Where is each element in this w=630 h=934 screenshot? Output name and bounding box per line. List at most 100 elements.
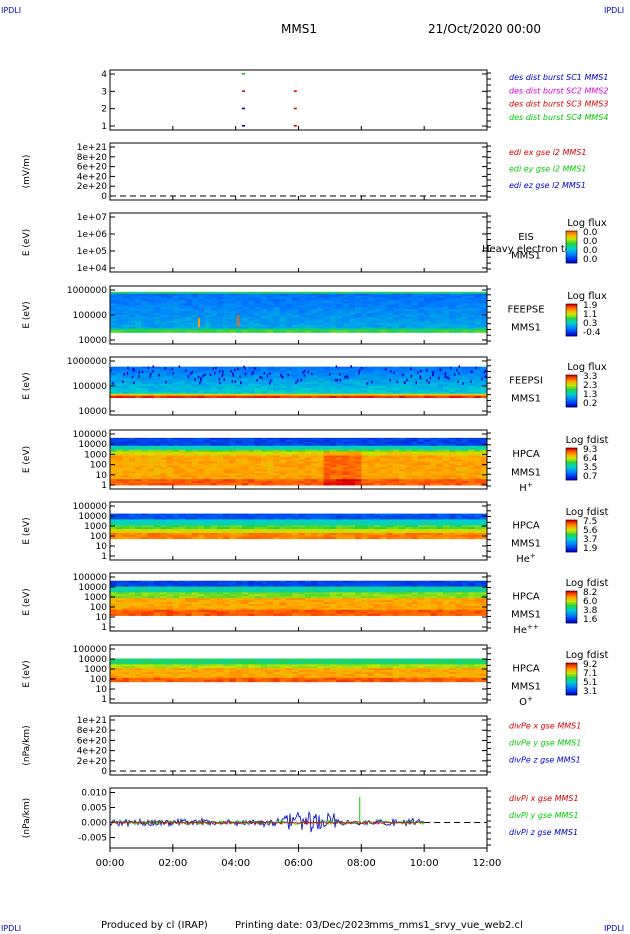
spectrogram-cell — [135, 523, 142, 526]
spectrogram-cell — [449, 536, 456, 540]
spectrogram-cell — [455, 313, 463, 316]
spectrogram-cell — [116, 291, 123, 295]
spectrogram-cell — [216, 395, 224, 398]
spectrogram-cell — [204, 305, 211, 308]
spectrogram-cell — [411, 475, 419, 478]
spectrogram-cell — [373, 481, 381, 484]
spectrogram-cell — [141, 447, 149, 451]
spectrogram-cell — [292, 295, 299, 298]
colorbar-cell — [566, 400, 577, 402]
spectrogram-cell — [185, 479, 193, 482]
spectrogram-cell — [443, 313, 450, 316]
spectrogram-cell — [279, 517, 287, 520]
spectrogram-cell — [304, 513, 312, 516]
spectrogram-cell — [474, 330, 482, 333]
spectrogram-cell — [279, 293, 287, 297]
spectrogram-cell — [399, 513, 406, 516]
colorbar-cell — [566, 323, 577, 325]
spectrogram-cell — [430, 299, 438, 302]
spectrogram-cell — [185, 291, 193, 295]
spectrogram-cell — [172, 395, 180, 398]
spectrogram-cell — [292, 370, 299, 373]
spectrogram-cell — [110, 457, 117, 460]
spectrogram-cell — [417, 477, 425, 480]
spectrogram-cell — [342, 483, 350, 486]
spectrogram-cell — [436, 320, 444, 324]
colorbar-cell — [566, 329, 577, 331]
spectrogram-cell — [260, 461, 268, 464]
spectrogram-cell — [430, 330, 438, 333]
spectrogram-cell — [197, 313, 205, 316]
spectrogram-cell — [329, 295, 337, 298]
spectrogram-cell — [260, 521, 268, 524]
spectrogram-cell — [122, 393, 130, 397]
spectrogram-cell — [185, 441, 193, 445]
spectrogram-cell — [323, 534, 331, 538]
spectrogram-cell — [436, 370, 444, 373]
spectrogram-cell — [135, 372, 142, 375]
spectrogram-cell — [380, 527, 387, 530]
colorbar-cell — [566, 241, 577, 243]
spectrogram-cell — [229, 307, 237, 310]
spectrogram-cell — [480, 295, 488, 298]
spectrogram-cell — [380, 307, 387, 310]
spectrogram-cell — [110, 393, 117, 397]
spectrogram-cell — [323, 366, 331, 369]
spectrogram-speck — [261, 376, 263, 379]
spectrogram-cell — [135, 386, 142, 389]
spectrogram-cell — [110, 523, 117, 526]
spectrogram-cell — [361, 307, 369, 310]
spectrogram-cell — [430, 293, 438, 297]
spectrogram-cell — [392, 328, 400, 331]
spectrogram-cell — [386, 455, 394, 458]
colorbar-tick: 3.3 — [583, 372, 597, 382]
spectrogram-cell — [298, 523, 306, 526]
spectrogram-cell — [455, 370, 463, 373]
spectrogram-cell — [392, 457, 400, 460]
spectrogram-cell — [361, 465, 369, 468]
colorbar-cell — [566, 235, 577, 237]
spectrogram-cell — [147, 322, 155, 326]
spectrogram-cell — [210, 328, 218, 331]
spectrogram-cell — [204, 459, 211, 462]
spectrogram-cell — [110, 380, 117, 383]
spectrogram-cell — [399, 305, 406, 308]
spectrogram-cell — [373, 374, 381, 377]
spectrogram-cell — [298, 536, 306, 540]
spectrogram-cell — [468, 519, 475, 522]
spectrogram-cell — [430, 384, 438, 387]
spectrogram-cell — [235, 479, 243, 482]
spectrogram-cell — [179, 299, 186, 302]
spectrogram-cell — [417, 295, 425, 298]
spectrogram-cell — [285, 389, 293, 393]
spectrogram-cell — [229, 328, 237, 331]
spectrogram-cell — [461, 451, 469, 454]
spectrogram-cell — [373, 447, 381, 451]
spectrogram-cell — [141, 443, 149, 447]
spectrogram-cell — [273, 320, 281, 324]
spectrogram-cell — [355, 439, 362, 443]
spectrogram-cell — [405, 299, 412, 302]
spectrogram-cell — [210, 457, 218, 460]
colorbar-cell — [566, 546, 577, 548]
spectrogram-cell — [229, 305, 237, 308]
spectrogram-cell — [373, 330, 381, 333]
spectrogram-cell — [285, 295, 293, 298]
spectrogram-cell — [254, 307, 262, 310]
spectrogram-cell — [304, 315, 312, 318]
spectrogram-cell — [348, 389, 356, 393]
spectrogram-cell — [348, 372, 356, 375]
y-axis-label: E (eV) — [22, 446, 32, 473]
spectrogram-cell — [424, 513, 431, 516]
spectrogram-cell — [304, 517, 312, 520]
spectrogram-cell — [147, 297, 155, 300]
spectrogram-cell — [197, 368, 205, 371]
spectrogram-cell — [367, 328, 375, 331]
spectrogram-cell — [386, 301, 394, 304]
colorbar-cell — [566, 245, 577, 247]
spectrogram-cell — [355, 517, 362, 520]
spectrogram-cell — [436, 527, 444, 530]
spectrogram-cell — [210, 301, 218, 304]
spectrogram-cell — [348, 305, 356, 308]
spectrogram-cell — [468, 386, 475, 389]
